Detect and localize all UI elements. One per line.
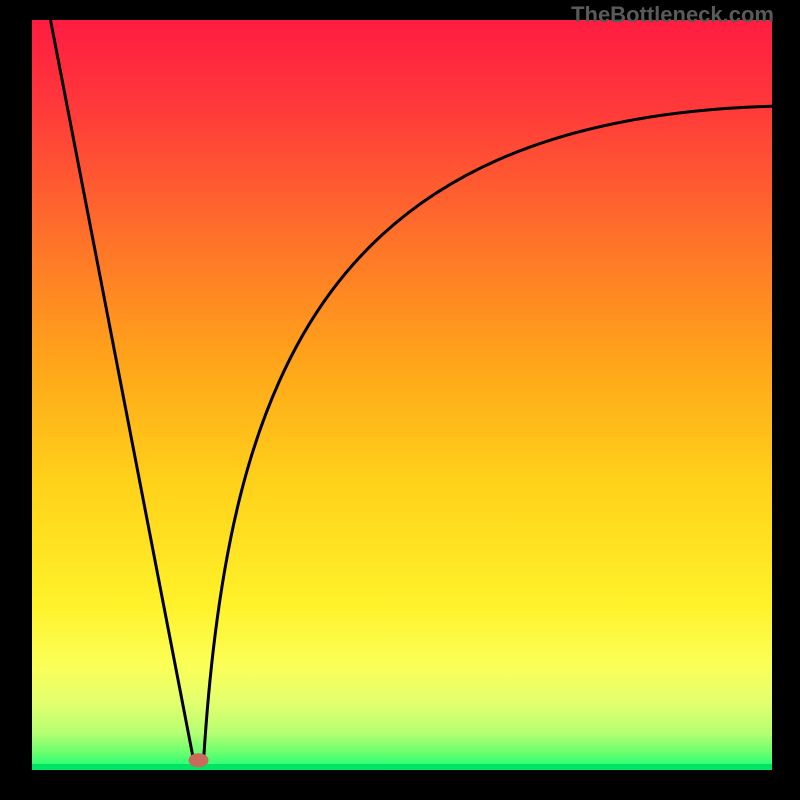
plot-area — [32, 20, 772, 770]
chart-container: TheBottleneck.com — [0, 0, 800, 800]
watermark-text: TheBottleneck.com — [571, 2, 774, 28]
